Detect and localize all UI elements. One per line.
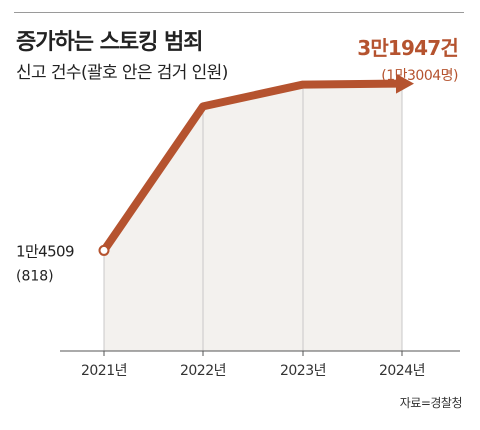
- chart-title: 증가하는 스토킹 범죄: [16, 30, 203, 55]
- top-rule: [14, 12, 464, 13]
- x-tick-label-4: 2024년: [379, 363, 425, 379]
- start-sub-label: (818): [16, 268, 54, 284]
- chart-subtitle: 신고 건수(괄호 안은 검거 인원): [16, 63, 228, 83]
- x-tick-label-2: 2022년: [180, 363, 226, 379]
- x-tick-label-3: 2023년: [280, 363, 326, 379]
- x-tick-label-1: 2021년: [81, 363, 127, 379]
- series-arrowhead: [396, 73, 414, 94]
- end-sub-label: (1만3004명): [381, 68, 458, 84]
- end-value-label: 3만1947건: [357, 36, 458, 60]
- source-note: 자료=경찰청: [399, 396, 463, 410]
- start-value-label: 1만4509: [16, 242, 74, 260]
- point-start: [98, 244, 110, 256]
- area-fill: [104, 83, 402, 351]
- series-line: [100, 79, 399, 253]
